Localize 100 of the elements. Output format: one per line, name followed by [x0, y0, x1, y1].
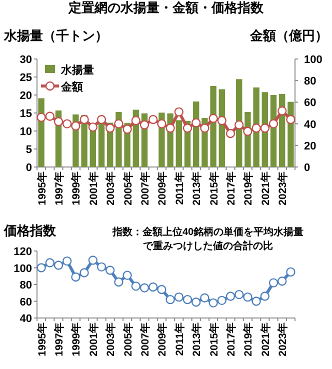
point: [140, 120, 150, 130]
legend-label: 水揚量: [60, 64, 94, 76]
y-tick-label: 15: [20, 108, 32, 120]
x-tick-label: 2021年: [258, 322, 272, 356]
point: [268, 119, 278, 128]
x-tick-label: 2009年: [156, 171, 169, 206]
x-tick-label: 2005年: [121, 322, 134, 356]
point: [192, 297, 201, 307]
point: [260, 292, 270, 301]
y2-tick-label: 80: [304, 76, 316, 88]
y-tick-label: 5: [26, 144, 32, 156]
legend-label: 金額: [60, 80, 83, 94]
x-tick-label: 2015年: [207, 171, 220, 206]
point: [226, 292, 236, 301]
point: [174, 292, 184, 302]
point: [114, 277, 124, 287]
point: [157, 284, 166, 294]
point: [45, 112, 54, 121]
point: [157, 119, 166, 128]
point: [182, 124, 192, 133]
point: [131, 282, 140, 291]
x-tick-label: 1997年: [52, 322, 66, 356]
point: [88, 256, 98, 265]
x-tick-label: 2001年: [86, 171, 100, 206]
chart-title: 定置網の水揚量・金額・価格指数: [68, 0, 264, 15]
y-tick-label: 30: [20, 54, 32, 66]
point: [243, 292, 252, 302]
point: [174, 107, 184, 117]
point: [208, 114, 218, 123]
point: [62, 256, 72, 266]
point: [122, 270, 132, 280]
point: [106, 266, 115, 275]
x-tick-label: 1995年: [35, 171, 48, 206]
x-tick-label: 2023年: [276, 322, 290, 356]
x-tick-label: 2005年: [121, 171, 134, 206]
point: [243, 126, 252, 136]
point: [234, 120, 244, 130]
y2-axis-title: 金額（億円）: [249, 28, 328, 43]
point: [96, 114, 106, 124]
y-tick-label: 10: [20, 126, 32, 138]
y-tick-label: 80: [20, 280, 32, 292]
y-tick-label: 120: [14, 246, 32, 258]
bar: [176, 120, 182, 167]
point: [106, 124, 115, 133]
x-tick-label: 2013年: [190, 171, 204, 206]
point: [148, 282, 158, 292]
point: [45, 258, 54, 268]
x-tick-label: 2003年: [104, 171, 118, 206]
y-tick-label: 25: [20, 72, 32, 84]
y-tick-label: 20: [20, 90, 32, 102]
y2-tick-label: 60: [304, 97, 316, 110]
point: [217, 296, 226, 306]
x-tick-label: 2007年: [138, 322, 152, 356]
point: [234, 290, 244, 300]
point: [217, 116, 226, 126]
point: [286, 114, 296, 124]
x-tick-label: 2023年: [276, 171, 290, 206]
point: [122, 124, 132, 134]
x-tick-label: 2011年: [172, 322, 186, 356]
point: [182, 294, 192, 304]
point: [140, 283, 150, 292]
x-tick-label: 2001年: [86, 322, 100, 356]
y2-tick-label: 0: [304, 162, 310, 174]
point: [36, 263, 46, 272]
x-tick-label: 2007年: [138, 171, 152, 206]
y-tick-label: 60: [20, 296, 32, 308]
x-tick-label: 2017年: [224, 171, 238, 206]
y-axis-title: 水揚量（千トン）: [3, 28, 108, 43]
point: [54, 260, 64, 270]
x-tick-label: 2011年: [172, 171, 186, 205]
point: [80, 268, 89, 278]
point: [278, 276, 287, 286]
point: [252, 124, 261, 133]
point: [62, 119, 72, 128]
point: [131, 116, 140, 126]
point: [96, 262, 106, 272]
y-tick-label: 100: [14, 262, 32, 275]
x-tick-label: 2017年: [224, 322, 238, 356]
point: [71, 121, 80, 131]
point: [286, 267, 296, 277]
x-tick-label: 2015年: [207, 322, 220, 356]
x-tick-label: 2003年: [104, 322, 118, 356]
point: [88, 122, 98, 132]
point: [260, 124, 270, 133]
point: [166, 124, 175, 133]
point: [208, 298, 218, 308]
point: [71, 272, 80, 282]
point: [226, 128, 236, 138]
y2-tick-label: 40: [304, 118, 316, 131]
x-tick-label: 2019年: [242, 171, 255, 206]
point: [54, 117, 64, 126]
point: [268, 278, 278, 288]
x-tick-label: 2021年: [258, 171, 272, 206]
point: [192, 118, 201, 128]
x-tick-label: 2013年: [190, 322, 204, 356]
annotation: 指数：金額上位40銘柄の単価を平均水揚量で重みつけした値の合計の比: [111, 226, 304, 252]
point: [252, 296, 261, 306]
y2-tick-label: 100: [304, 54, 322, 66]
x-tick-label: 1995年: [35, 322, 48, 356]
x-tick-label: 1997年: [52, 171, 66, 206]
